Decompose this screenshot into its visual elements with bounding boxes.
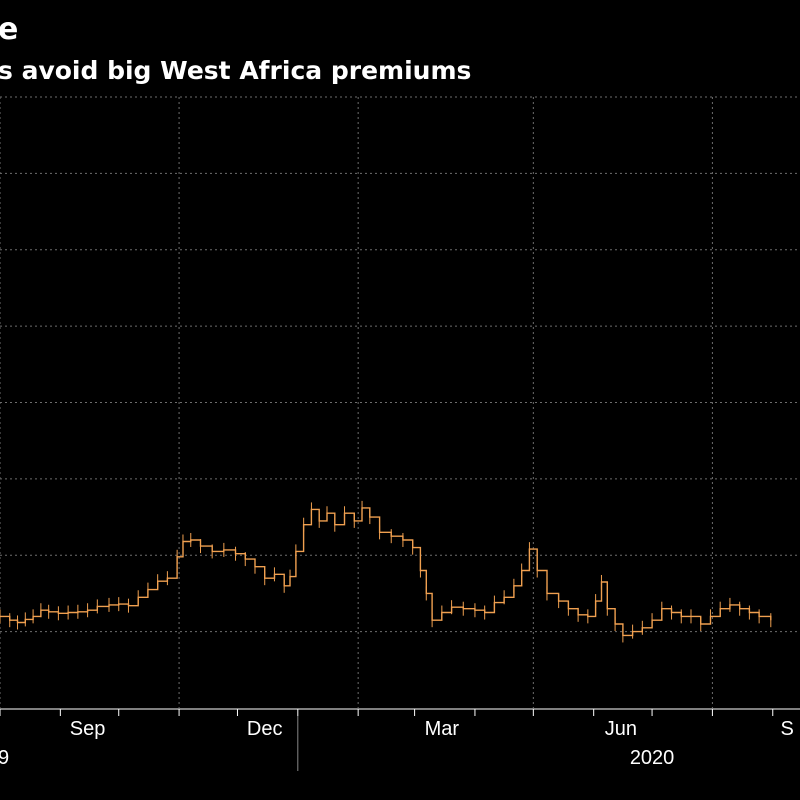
chart-title: e — [0, 12, 19, 47]
x-tick-label: S — [781, 718, 794, 740]
x-ticks — [0, 709, 774, 716]
x-tick-label: Mar — [425, 718, 460, 740]
x-tick-label: Jun — [605, 718, 637, 740]
chart-subtitle: s avoid big West Africa premiums — [0, 56, 472, 85]
x-tick-label: Sep — [70, 718, 106, 740]
x-axis — [0, 708, 800, 771]
gridlines — [0, 96, 800, 708]
year-label: 9 — [0, 747, 9, 769]
series-line — [0, 507, 772, 637]
x-tick-labels: Sep Dec Mar Jun S 9 2020 — [0, 718, 794, 769]
x-tick-label: Dec — [247, 718, 283, 740]
series-group — [0, 500, 772, 643]
year-label: 2020 — [630, 747, 675, 769]
